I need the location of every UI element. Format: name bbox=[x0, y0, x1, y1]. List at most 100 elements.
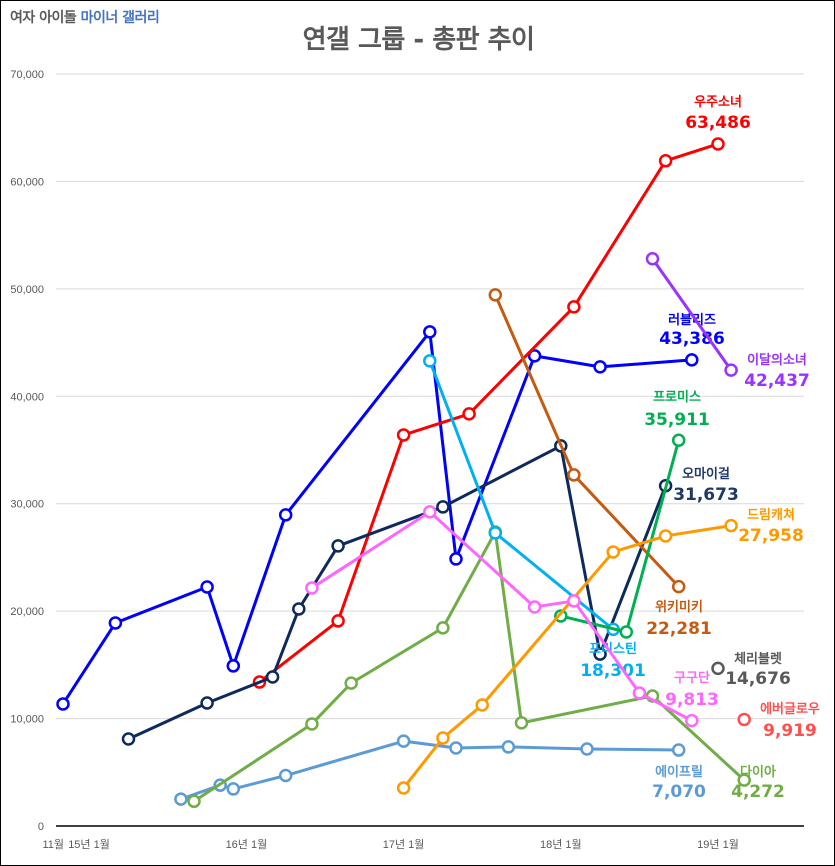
series-name-label: 오마이걸 bbox=[682, 466, 730, 482]
data-point bbox=[737, 712, 751, 727]
data-point bbox=[423, 505, 437, 519]
data-point bbox=[200, 580, 214, 594]
x-tick-label: 15년 1월 bbox=[68, 838, 110, 851]
data-point bbox=[174, 792, 188, 806]
series-value-label: 63,486 bbox=[685, 113, 751, 133]
series-value-label: 27,958 bbox=[738, 526, 804, 546]
series-line bbox=[651, 257, 733, 371]
series-value-label: 4,272 bbox=[731, 782, 785, 802]
data-point bbox=[567, 594, 581, 608]
data-point bbox=[658, 154, 673, 168]
data-point bbox=[711, 661, 725, 676]
series-name-label: 프로미스 bbox=[653, 389, 701, 405]
data-point bbox=[501, 740, 516, 754]
data-point bbox=[449, 552, 463, 566]
data-point bbox=[488, 288, 503, 302]
data-point bbox=[527, 600, 542, 614]
series-value-label: 9,813 bbox=[665, 690, 719, 710]
series-name-label: 러블리즈 bbox=[668, 312, 716, 328]
data-point bbox=[436, 500, 450, 514]
data-point bbox=[449, 741, 463, 755]
x-tick-label: 17년 1월 bbox=[383, 838, 425, 851]
y-tick-label: 0 bbox=[38, 821, 44, 833]
series-line bbox=[428, 360, 615, 631]
series-name-label: 에버글로우 bbox=[760, 701, 820, 717]
data-point bbox=[580, 742, 594, 756]
data-point bbox=[396, 781, 411, 795]
data-point bbox=[396, 734, 411, 748]
y-tick-label: 20,000 bbox=[10, 606, 44, 618]
data-point bbox=[423, 354, 437, 368]
x-tick-label: 16년 1월 bbox=[226, 838, 268, 851]
data-point bbox=[671, 579, 686, 594]
data-point bbox=[278, 768, 293, 783]
chart-title: 연갤 그룹 - 총판 추이 bbox=[302, 25, 535, 55]
series-name-label: 드림캐쳐 bbox=[747, 507, 795, 523]
series-line bbox=[61, 330, 692, 705]
series-value-label: 18,301 bbox=[580, 661, 646, 681]
x-tick-label: 19년 1월 bbox=[697, 838, 739, 851]
data-point bbox=[724, 518, 738, 533]
series-name-label: 체리블렛 bbox=[734, 651, 782, 667]
gallery-brand: 여자 아이돌 마이너 갤러리 bbox=[10, 7, 160, 27]
y-tick-label: 70,000 bbox=[10, 69, 44, 81]
data-point bbox=[278, 508, 293, 522]
data-point bbox=[226, 782, 241, 796]
series-value-label: 14,676 bbox=[725, 669, 791, 689]
data-point bbox=[423, 325, 437, 339]
data-point bbox=[514, 716, 529, 730]
series-line bbox=[180, 739, 679, 801]
data-point bbox=[671, 743, 686, 757]
data-point bbox=[488, 526, 503, 540]
series-name-label: 우주소녀 bbox=[694, 94, 742, 110]
brand-prefix: 여자 아이돌 bbox=[10, 10, 77, 26]
data-point bbox=[56, 697, 70, 711]
y-tick-label: 40,000 bbox=[10, 391, 44, 403]
data-point bbox=[606, 545, 620, 559]
data-point bbox=[396, 428, 411, 442]
data-point bbox=[436, 621, 450, 635]
data-point bbox=[685, 713, 699, 728]
y-tick-label: 30,000 bbox=[10, 499, 44, 511]
data-point bbox=[108, 616, 123, 630]
data-point bbox=[737, 773, 751, 787]
y-tick-label: 50,000 bbox=[10, 284, 44, 296]
series-name-label: 에이프릴 bbox=[655, 764, 703, 780]
data-point bbox=[593, 647, 607, 661]
series-line bbox=[311, 510, 693, 722]
data-point bbox=[200, 696, 214, 710]
data-point bbox=[632, 686, 647, 700]
data-point bbox=[554, 609, 568, 623]
y-tick-label: 10,000 bbox=[10, 714, 44, 726]
data-point bbox=[187, 794, 201, 809]
data-point bbox=[462, 407, 476, 421]
series-value-label: 9,919 bbox=[763, 721, 817, 741]
data-point bbox=[305, 581, 319, 595]
data-point bbox=[265, 670, 280, 684]
data-point bbox=[671, 433, 686, 447]
series-value-label: 35,911 bbox=[644, 410, 710, 430]
series-value-label: 43,386 bbox=[659, 329, 725, 349]
series-name-label: 다이아 bbox=[740, 764, 776, 780]
data-point bbox=[619, 625, 634, 639]
brand-highlight: 마이너 갤러리 bbox=[80, 10, 160, 26]
data-point bbox=[724, 363, 738, 377]
data-point bbox=[593, 360, 607, 374]
data-point bbox=[292, 602, 306, 616]
data-point bbox=[527, 349, 542, 363]
data-point bbox=[711, 137, 725, 151]
y-tick-label: 60,000 bbox=[10, 176, 44, 188]
series-value-label: 31,673 bbox=[673, 485, 739, 505]
series-name-label: 위키미키 bbox=[655, 599, 703, 615]
x-tick-label: 11월 bbox=[42, 838, 64, 851]
data-point bbox=[567, 300, 581, 314]
data-point bbox=[305, 717, 319, 731]
data-point bbox=[226, 659, 241, 673]
series-value-label: 7,070 bbox=[652, 782, 706, 802]
data-point bbox=[658, 529, 673, 543]
series-value-label: 22,281 bbox=[646, 619, 712, 639]
data-point bbox=[685, 353, 699, 367]
series-name-label: 구구단 bbox=[674, 670, 710, 686]
